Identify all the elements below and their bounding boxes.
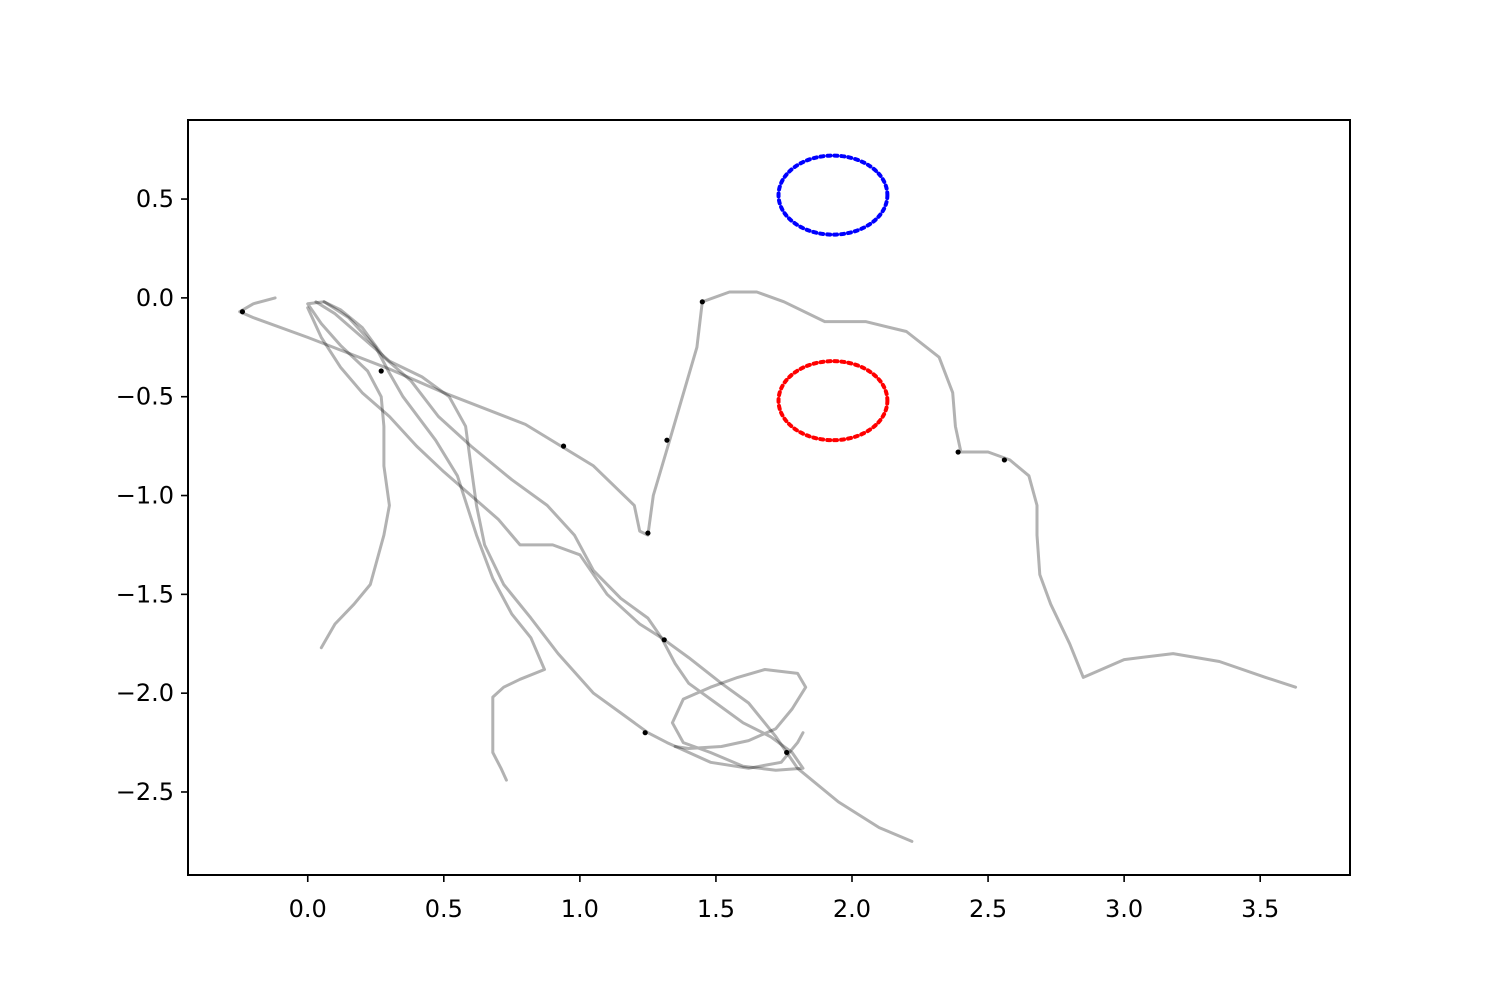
waypoint-marker bbox=[642, 730, 648, 736]
x-tick-label: 1.0 bbox=[561, 895, 599, 923]
y-tick-label: −1.5 bbox=[116, 580, 174, 608]
axes-frame bbox=[187, 119, 1351, 876]
waypoint-marker bbox=[784, 749, 790, 756]
plot-area bbox=[238, 153, 1298, 843]
waypoint-marker bbox=[699, 299, 705, 305]
y-tick-label: −2.5 bbox=[116, 778, 174, 806]
waypoint-marker bbox=[239, 309, 246, 315]
blue-target-circle bbox=[776, 153, 890, 237]
waypoint-marker bbox=[378, 368, 384, 374]
waypoint-marker bbox=[1001, 457, 1007, 463]
x-tick-label: 3.0 bbox=[1105, 895, 1143, 923]
y-tick-label: −0.5 bbox=[116, 383, 174, 411]
y-tick-label: −1.0 bbox=[116, 482, 174, 510]
trajectory-line-2 bbox=[306, 300, 546, 782]
waypoint-marker bbox=[955, 449, 961, 455]
y-axis: 0.5 0.0 −0.5 −1.0 −1.5 −2.0 −2.5 bbox=[116, 185, 188, 806]
trajectory-line-5 bbox=[322, 300, 808, 772]
y-tick-label: −2.0 bbox=[116, 679, 174, 707]
waypoint-marker bbox=[661, 637, 667, 643]
y-tick-label: 0.0 bbox=[136, 284, 174, 312]
waypoint-marker bbox=[645, 530, 651, 536]
x-tick-label: 0.0 bbox=[289, 895, 327, 923]
trajectory-line-1 bbox=[238, 290, 1298, 689]
x-tick-label: 1.5 bbox=[697, 895, 735, 923]
waypoint-marker bbox=[560, 443, 567, 449]
x-tick-label: 3.5 bbox=[1241, 895, 1279, 923]
red-target-circle bbox=[776, 359, 890, 443]
x-axis: 0.0 0.5 1.0 1.5 2.0 2.5 3.0 3.5 bbox=[289, 875, 1279, 923]
x-tick-label: 2.0 bbox=[833, 895, 871, 923]
waypoint-marker bbox=[664, 437, 670, 443]
trajectory-line-3 bbox=[314, 300, 805, 770]
trajectory-line-4 bbox=[306, 306, 914, 843]
x-tick-label: 0.5 bbox=[425, 895, 463, 923]
y-tick-label: 0.5 bbox=[136, 185, 174, 213]
x-tick-label: 2.5 bbox=[969, 895, 1007, 923]
